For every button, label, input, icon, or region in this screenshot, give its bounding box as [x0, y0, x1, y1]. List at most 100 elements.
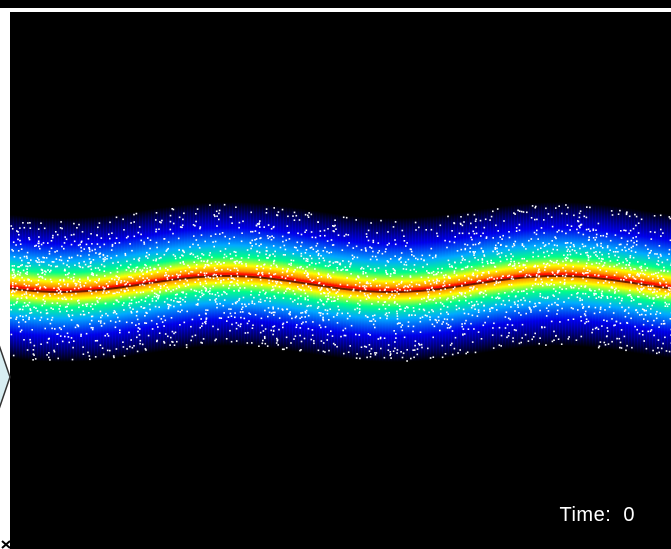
particle: [71, 294, 73, 296]
particle: [366, 316, 369, 318]
particle: [474, 351, 477, 354]
particle: [128, 302, 131, 305]
particle: [425, 300, 428, 302]
particle: [205, 290, 207, 292]
particle: [223, 253, 226, 256]
particle: [449, 291, 452, 293]
particle: [47, 242, 49, 244]
particle: [405, 264, 408, 266]
particle: [160, 221, 162, 224]
particle: [557, 271, 560, 273]
particle: [165, 267, 167, 270]
particle: [304, 310, 307, 313]
particle: [146, 277, 148, 279]
particle: [587, 306, 590, 308]
particle: [109, 349, 111, 352]
particle: [42, 256, 44, 259]
particle: [534, 265, 536, 268]
particle: [566, 224, 569, 226]
particle: [484, 290, 487, 292]
particle: [450, 301, 452, 303]
particle: [11, 274, 14, 276]
particle: [629, 255, 632, 257]
particle: [223, 290, 225, 293]
particle: [67, 273, 69, 276]
particle: [126, 287, 128, 289]
particle: [237, 269, 239, 272]
particle: [158, 228, 160, 230]
particle: [553, 295, 555, 297]
band-slice: [49, 217, 53, 362]
band-slice: [106, 215, 110, 360]
particle: [508, 231, 510, 233]
particle: [170, 336, 172, 339]
particle: [13, 269, 15, 271]
particle: [48, 352, 50, 354]
band-slice: [121, 213, 125, 358]
particle: [342, 329, 344, 332]
particle: [212, 277, 215, 280]
particle: [497, 281, 500, 284]
particle: [234, 262, 237, 265]
particle: [451, 230, 453, 232]
particle: [661, 261, 664, 264]
particle: [192, 243, 194, 246]
particle: [585, 321, 588, 323]
particle: [210, 235, 212, 237]
particle: [544, 297, 546, 299]
particle: [113, 356, 115, 359]
particle: [223, 299, 226, 301]
particle: [377, 267, 380, 269]
particle: [384, 288, 386, 291]
particle: [178, 301, 180, 303]
particle: [335, 292, 337, 294]
particle: [458, 291, 461, 294]
particle: [508, 332, 510, 334]
particle: [472, 272, 474, 275]
particle: [140, 270, 143, 273]
particle: [184, 296, 187, 298]
particle: [275, 282, 278, 285]
particle: [99, 246, 101, 248]
particle: [239, 325, 242, 328]
particle: [285, 336, 288, 339]
particle: [129, 284, 131, 286]
particle: [311, 329, 314, 331]
particle: [215, 274, 217, 276]
particle: [491, 262, 493, 264]
particle: [116, 291, 118, 294]
particle: [75, 284, 77, 287]
particle: [21, 308, 24, 311]
particle: [433, 325, 436, 328]
particle: [269, 267, 272, 270]
particle: [251, 342, 253, 344]
particle: [572, 275, 574, 277]
particle: [640, 218, 643, 221]
particle: [341, 249, 344, 251]
particle: [503, 220, 505, 222]
diamond-handle-icon[interactable]: [0, 342, 12, 412]
particle: [204, 274, 206, 277]
particle: [480, 247, 483, 250]
particle: [202, 293, 205, 296]
particle: [558, 269, 560, 272]
particle: [386, 315, 389, 317]
particle: [530, 217, 533, 219]
particle: [415, 229, 417, 231]
particle: [646, 305, 649, 307]
band-slice: [568, 202, 572, 347]
particle: [320, 288, 323, 290]
particle: [613, 281, 615, 284]
particle: [224, 235, 226, 238]
particle: [513, 264, 516, 267]
particle: [668, 350, 671, 353]
particle: [454, 286, 456, 289]
particle: [350, 273, 352, 275]
particle: [159, 285, 162, 287]
particle: [500, 334, 503, 337]
particle: [625, 249, 627, 252]
particle: [480, 291, 483, 293]
particle: [504, 292, 506, 294]
particle: [301, 316, 303, 318]
particle: [79, 278, 81, 281]
